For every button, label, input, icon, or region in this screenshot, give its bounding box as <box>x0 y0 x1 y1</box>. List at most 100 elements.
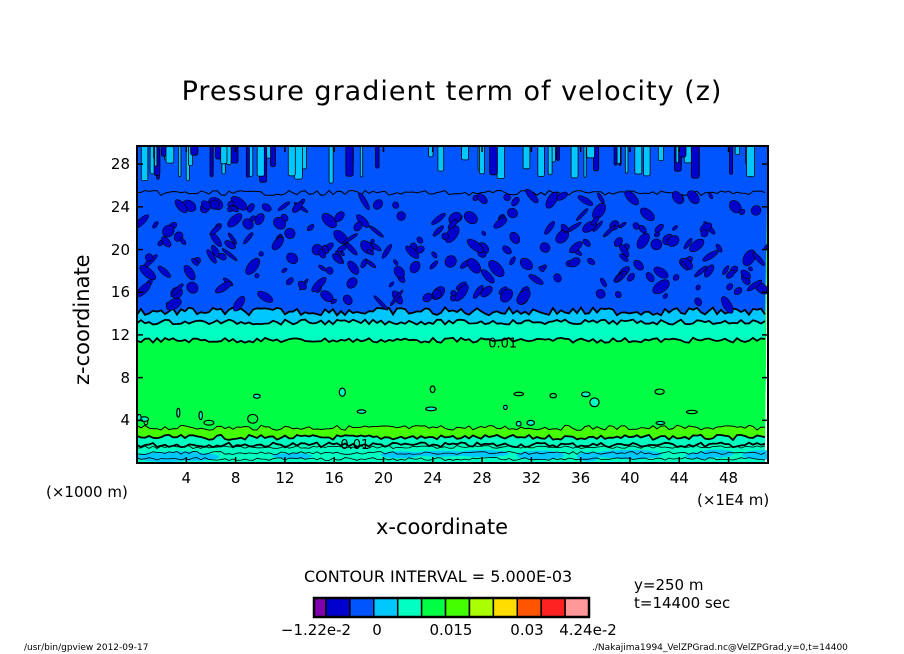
negative-blob <box>447 219 458 230</box>
negative-blob <box>502 245 512 255</box>
negative-blob <box>161 236 172 248</box>
closed-contour <box>685 409 698 415</box>
negative-blob <box>466 238 484 253</box>
negative-blob <box>165 297 182 311</box>
x-tick-label: 40 <box>620 469 640 487</box>
negative-blob <box>632 222 640 230</box>
bottom-blob <box>380 451 421 459</box>
top-spike <box>209 146 214 178</box>
negative-blob <box>715 243 723 253</box>
negative-blob <box>694 297 703 307</box>
negative-blob <box>292 201 303 213</box>
x-tick-label: 28 <box>472 469 492 487</box>
negative-blob <box>281 267 288 273</box>
negative-blob <box>640 207 655 222</box>
negative-blob <box>224 240 237 250</box>
bottom-blob <box>698 449 734 458</box>
closed-contour <box>502 404 508 411</box>
negative-blob <box>243 232 254 245</box>
top-spike <box>537 146 545 177</box>
colorbar-swatch <box>420 597 447 618</box>
negative-blob <box>650 238 663 251</box>
top-spike <box>690 146 700 179</box>
x-axis-label: x-coordinate <box>376 515 509 539</box>
negative-blob <box>444 225 460 243</box>
bottom-blob <box>455 450 510 457</box>
top-spike <box>746 146 755 178</box>
negative-blob <box>672 225 678 231</box>
negative-blob <box>592 203 607 220</box>
negative-blob <box>503 193 511 201</box>
negative-blob <box>273 217 287 230</box>
top-spike <box>190 146 199 156</box>
negative-blob <box>702 250 719 262</box>
negative-blob <box>493 217 508 229</box>
negative-blob <box>370 238 375 244</box>
negative-blob <box>229 205 239 213</box>
negative-blob <box>722 265 730 275</box>
negative-blob <box>463 211 478 225</box>
chart-title: Pressure gradient term of velocity (z) <box>181 76 723 107</box>
top-spike <box>178 146 182 177</box>
negative-blob <box>480 269 495 284</box>
negative-blob <box>365 259 377 269</box>
colorbar-swatch <box>468 597 495 618</box>
negative-blob <box>653 266 669 279</box>
top-spike <box>230 146 239 164</box>
negative-blob <box>528 274 544 285</box>
negative-blob <box>429 260 439 270</box>
y-tick-label: 4 <box>120 411 130 430</box>
negative-blob <box>615 272 623 282</box>
negative-blob <box>174 199 188 214</box>
negative-blob <box>556 191 568 201</box>
top-spike <box>624 146 629 174</box>
negative-blob <box>450 290 457 297</box>
negative-blob <box>431 212 446 225</box>
negative-blob <box>750 205 762 216</box>
top-spike <box>270 146 276 168</box>
top-spike <box>375 146 380 169</box>
negative-blob <box>587 258 596 265</box>
top-spike <box>643 146 651 177</box>
colorbar-frame <box>312 596 591 619</box>
negative-blob <box>569 241 583 254</box>
negative-blob <box>318 249 327 259</box>
negative-blob <box>441 232 449 240</box>
negative-blob <box>347 260 360 275</box>
negative-blob <box>488 260 505 278</box>
colorbar-swatch <box>396 597 423 618</box>
contour-interval: CONTOUR INTERVAL = 5.000E-03 <box>304 567 573 586</box>
negative-blob <box>337 244 348 253</box>
negative-blob <box>271 237 284 251</box>
closed-contour <box>198 410 204 421</box>
negative-blob <box>342 233 358 244</box>
colorbar-label: 0.03 <box>510 621 544 639</box>
top-spike <box>287 146 296 177</box>
negative-blob <box>170 283 184 297</box>
negative-blob <box>285 277 294 286</box>
top-spike <box>675 146 679 164</box>
x-tick-label: 16 <box>324 469 344 487</box>
colorbar-swatch <box>444 597 471 618</box>
colorbar-label: 0.015 <box>429 621 473 639</box>
negative-blob <box>476 193 488 204</box>
closed-contour <box>655 420 666 426</box>
colorbar-swatch <box>349 597 375 618</box>
negative-blob <box>246 203 255 213</box>
contour-line <box>137 336 766 344</box>
top-spike <box>140 146 149 181</box>
footer-right: ./Nakajima1994_VelZPGrad.nc@VelZPGrad,y=… <box>592 643 848 653</box>
negative-blob <box>582 238 591 247</box>
negative-blob <box>700 229 709 238</box>
negative-blob <box>245 257 261 275</box>
closed-contour <box>252 393 261 399</box>
closed-contour <box>654 388 665 395</box>
bottom-blob <box>741 450 768 460</box>
top-spike <box>729 146 733 175</box>
negative-blob <box>454 284 469 302</box>
top-spike <box>165 146 175 164</box>
colorbar-swatch <box>540 597 566 618</box>
colorbar-swatch <box>516 597 542 618</box>
negative-blob <box>626 272 635 282</box>
